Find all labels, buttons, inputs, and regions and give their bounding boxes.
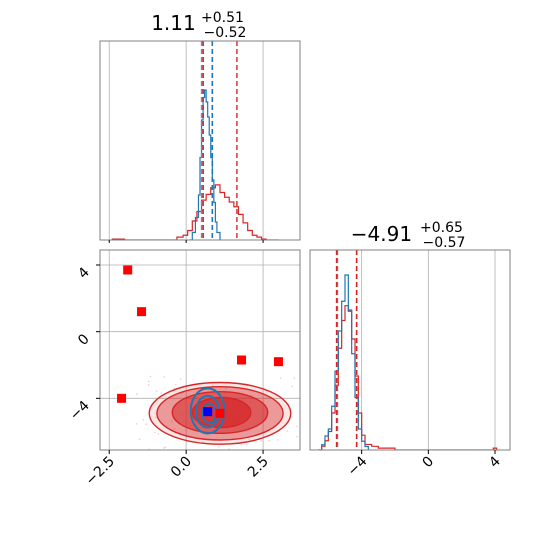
param1-title-plus: +0.51 — [201, 10, 244, 26]
sample-point — [296, 435, 298, 438]
sample-point — [248, 438, 250, 440]
x2-tick-label: −4 — [345, 453, 371, 479]
param1-title-minus: −0.52 — [204, 25, 247, 41]
sample-point — [160, 392, 163, 394]
marker-red-square — [123, 265, 133, 275]
sample-point — [179, 378, 182, 380]
histogram-param1-series — [111, 89, 279, 240]
y-tick-label: 0 — [75, 331, 93, 349]
sample-point — [211, 384, 214, 387]
sample-point — [260, 440, 262, 442]
sample-point — [155, 390, 158, 393]
histogram-param2-series — [318, 274, 498, 450]
histogram-blue-series — [189, 89, 221, 240]
param2-title-plus: +0.65 — [420, 220, 463, 236]
histogram-red-series — [318, 305, 498, 450]
sample-point — [277, 439, 279, 441]
x2-tick-label: 4 — [486, 453, 504, 471]
sample-point — [286, 430, 288, 432]
sample-point — [149, 375, 152, 378]
param2-title-minus: −0.57 — [423, 235, 466, 251]
sample-point — [148, 380, 150, 383]
sample-point — [135, 423, 138, 425]
y-tick-label: 4 — [75, 264, 93, 282]
param1-title: 1.11 +0.51 −0.52 — [151, 7, 249, 41]
sample-point — [138, 438, 141, 441]
sample-point — [228, 448, 231, 450]
x-tick-label: 0.0 — [168, 454, 195, 481]
sample-point — [163, 376, 166, 378]
x-tick-label: −2.5 — [83, 454, 118, 489]
y-tick-label: −4 — [67, 398, 93, 424]
sample-point — [279, 377, 282, 380]
sample-point — [154, 431, 156, 434]
sample-point — [173, 427, 176, 430]
param2-title: −4.91 +0.65 −0.57 — [351, 217, 468, 251]
marker-red-square — [273, 357, 283, 367]
tick-labels: −2.5 0.0 2.5 4 0 −4 −4 0 4 — [67, 240, 504, 489]
histogram-red-series — [111, 184, 279, 240]
sample-point — [218, 446, 220, 448]
panel-frame — [99, 40, 301, 241]
sample-point — [147, 384, 150, 386]
marker-red-square — [215, 408, 225, 418]
marker-red-square — [237, 355, 247, 365]
sample-point — [145, 423, 148, 425]
sample-point — [157, 433, 160, 435]
sample-point — [136, 393, 138, 395]
sample-point — [291, 385, 294, 388]
marker-blue-square — [203, 407, 213, 417]
sample-point — [142, 419, 145, 421]
sample-point — [164, 446, 167, 448]
scatter-contents — [117, 265, 298, 450]
sample-point — [240, 443, 242, 446]
marker-red-square — [137, 307, 147, 317]
histogram-blue-series — [318, 274, 369, 450]
scatter-panel — [99, 249, 301, 451]
x-tick-label: 2.5 — [245, 454, 272, 481]
marker-red-square — [117, 393, 127, 403]
sample-point — [245, 444, 248, 446]
sample-point — [296, 425, 298, 428]
sample-point — [170, 420, 173, 423]
sample-point — [293, 377, 296, 379]
panel-frame — [309, 249, 511, 451]
histogram-param1-panel — [99, 40, 301, 241]
sample-point — [268, 439, 270, 442]
sample-point — [174, 383, 177, 386]
sample-point — [263, 401, 265, 403]
x2-tick-label: 0 — [420, 454, 438, 472]
panel-frame — [99, 249, 301, 451]
histogram-param2-panel — [309, 249, 511, 451]
contour-blue-level-1 — [189, 387, 226, 435]
sample-point — [163, 447, 165, 449]
param1-title-value: 1.11 — [151, 11, 196, 35]
sample-point — [155, 416, 157, 419]
param2-title-value: −4.91 — [351, 222, 412, 246]
sample-point — [225, 387, 228, 390]
